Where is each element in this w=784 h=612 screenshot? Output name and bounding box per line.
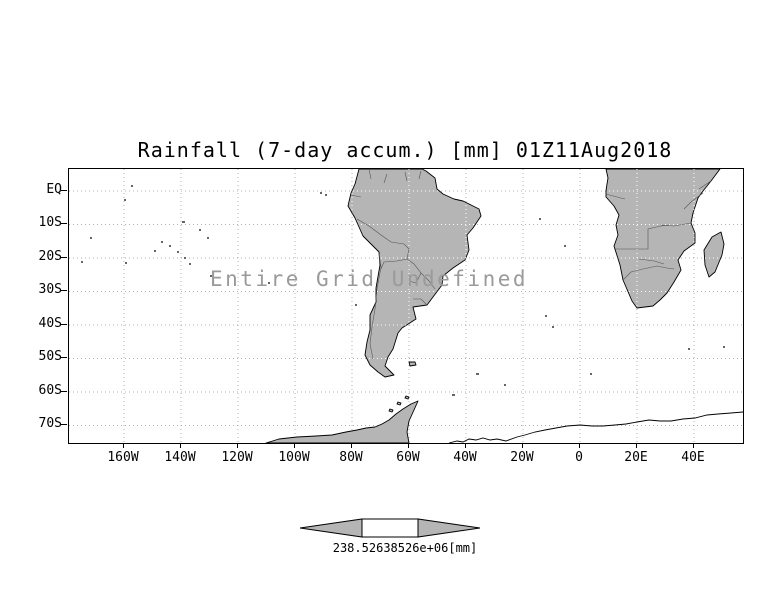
lat-label-30s: 30S <box>38 282 62 297</box>
small-islands <box>81 185 725 396</box>
lon-label-40w: 40W <box>453 450 477 465</box>
lat-label-20s: 20S <box>38 249 62 264</box>
lon-tick <box>522 443 523 448</box>
lon-label-20w: 20W <box>510 450 534 465</box>
falkland-islands <box>408 361 417 367</box>
lon-tick <box>294 443 295 448</box>
lon-tick <box>465 443 466 448</box>
lon-tick <box>693 443 694 448</box>
antarctic-peninsula <box>265 400 419 444</box>
map-frame <box>68 168 744 444</box>
colorbar-min-value: 238.526 <box>332 541 384 555</box>
lat-tick <box>61 223 67 224</box>
madagascar <box>703 231 725 278</box>
lat-tick <box>61 357 67 358</box>
antarctic-coastline <box>448 411 744 444</box>
lat-tick <box>61 190 67 191</box>
lon-label-100w: 100W <box>278 450 310 465</box>
lon-label-140w: 140W <box>164 450 196 465</box>
landmasses <box>265 168 725 444</box>
lon-label-80w: 80W <box>339 450 363 465</box>
colorbar-shape <box>299 518 481 538</box>
lon-tick <box>408 443 409 448</box>
lat-label-eq: EQ <box>46 182 62 197</box>
lat-tick <box>61 324 67 325</box>
lon-tick <box>579 443 580 448</box>
lon-tick <box>180 443 181 448</box>
lat-label-70s: 70S <box>38 416 62 431</box>
colorbar <box>299 517 481 543</box>
map-canvas <box>68 168 744 444</box>
lat-label-60s: 60S <box>38 383 62 398</box>
lon-label-120w: 120W <box>221 450 253 465</box>
lon-label-160w: 160W <box>107 450 139 465</box>
colorbar-max-value: 38526e+06 <box>383 541 449 555</box>
colorbar-left-arrow <box>299 518 363 538</box>
colorbar-units: [mm] <box>448 541 478 555</box>
colorbar-mid-box <box>361 518 419 538</box>
lat-label-10s: 10S <box>38 215 62 230</box>
lon-label-60w: 60W <box>396 450 420 465</box>
lon-tick <box>123 443 124 448</box>
lat-tick <box>61 290 67 291</box>
lat-tick <box>61 257 67 258</box>
plot-title: Rainfall (7-day accum.) [mm] 01Z11Aug201… <box>137 138 673 162</box>
colorbar-right-arrow <box>417 518 481 538</box>
lat-label-50s: 50S <box>38 349 62 364</box>
colorbar-labels: 238.52638526e+06[mm] <box>68 541 742 555</box>
lon-label-40e: 40E <box>681 450 705 465</box>
tierra-del-fuego-islets <box>388 395 410 413</box>
lon-label-20e: 20E <box>624 450 648 465</box>
lat-tick <box>61 424 67 425</box>
undefined-grid-message: Entire Grid Undefined <box>210 267 529 291</box>
lon-tick <box>237 443 238 448</box>
country-borders <box>350 168 712 360</box>
africa <box>605 168 721 309</box>
lon-tick <box>351 443 352 448</box>
lon-label-0: 0 <box>575 450 583 465</box>
lon-tick <box>636 443 637 448</box>
lat-tick <box>61 391 67 392</box>
lat-label-40s: 40S <box>38 316 62 331</box>
